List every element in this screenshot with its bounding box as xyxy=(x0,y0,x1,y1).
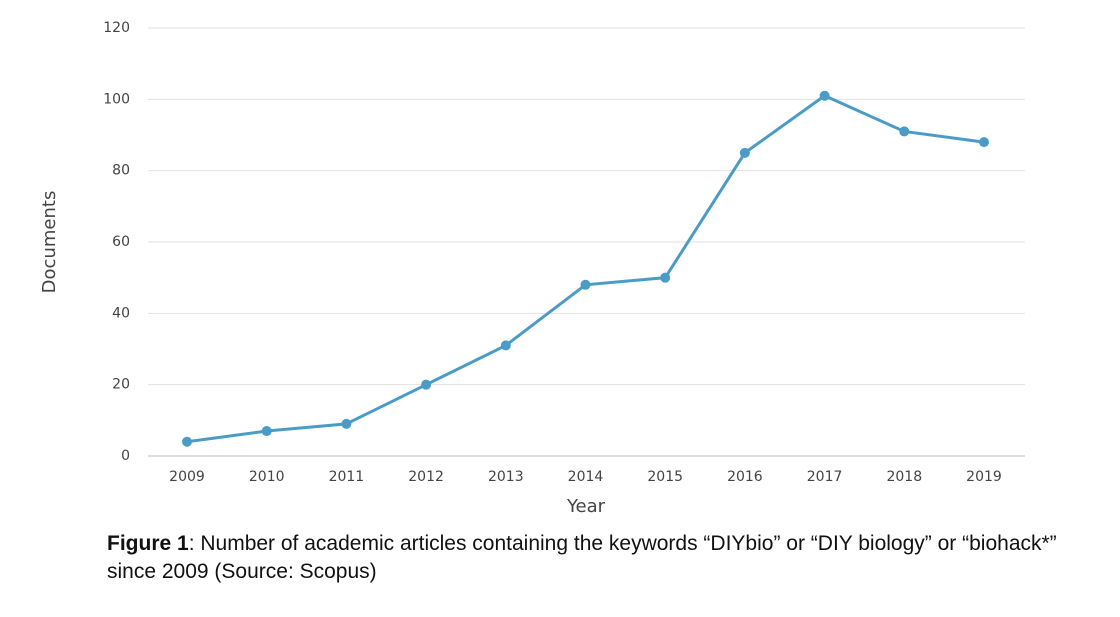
x-tick-label: 2009 xyxy=(169,469,205,485)
point xyxy=(819,90,830,101)
x-tick-label: 2015 xyxy=(647,469,683,485)
y-tick-label: 100 xyxy=(103,91,130,107)
caption: Figure 1: Number of academic articles co… xyxy=(107,530,1067,586)
x-tick-label: 2018 xyxy=(886,469,922,485)
point xyxy=(660,272,671,283)
y-axis-label: Documents xyxy=(39,191,60,294)
caption-text: : Number of academic articles containing… xyxy=(107,532,1057,583)
point xyxy=(979,137,989,148)
line xyxy=(186,94,985,444)
y-tick-label: 40 xyxy=(112,305,130,321)
y-tick-label: 20 xyxy=(112,377,130,393)
point xyxy=(421,379,432,390)
x-axis-label: Year xyxy=(566,496,606,517)
y-tick-label: 0 xyxy=(121,448,130,464)
point xyxy=(341,418,352,429)
x-tick-label: 2019 xyxy=(966,469,1002,485)
point xyxy=(580,279,591,290)
point xyxy=(182,436,192,447)
x-tick-label: 2016 xyxy=(727,469,763,485)
point xyxy=(739,147,750,158)
x-tick-label: 2013 xyxy=(488,469,524,485)
x-tick-label: 2017 xyxy=(807,469,843,485)
x-tick-label: 2014 xyxy=(568,469,604,485)
y-tick-label: 60 xyxy=(112,234,130,250)
x-tick-label: 2011 xyxy=(329,469,365,485)
chart: Documents Year 0 20 40 60 80 100 120 2009 2010 20… xyxy=(39,20,1025,517)
y-tick-label: 120 xyxy=(103,20,130,36)
x-tick-label: 2012 xyxy=(408,469,444,485)
y-tick-label: 80 xyxy=(112,163,130,179)
x-tick-label: 2010 xyxy=(249,469,285,485)
point xyxy=(500,340,511,351)
point xyxy=(899,126,910,137)
caption-label: Figure 1 xyxy=(107,532,189,555)
point xyxy=(261,426,272,437)
